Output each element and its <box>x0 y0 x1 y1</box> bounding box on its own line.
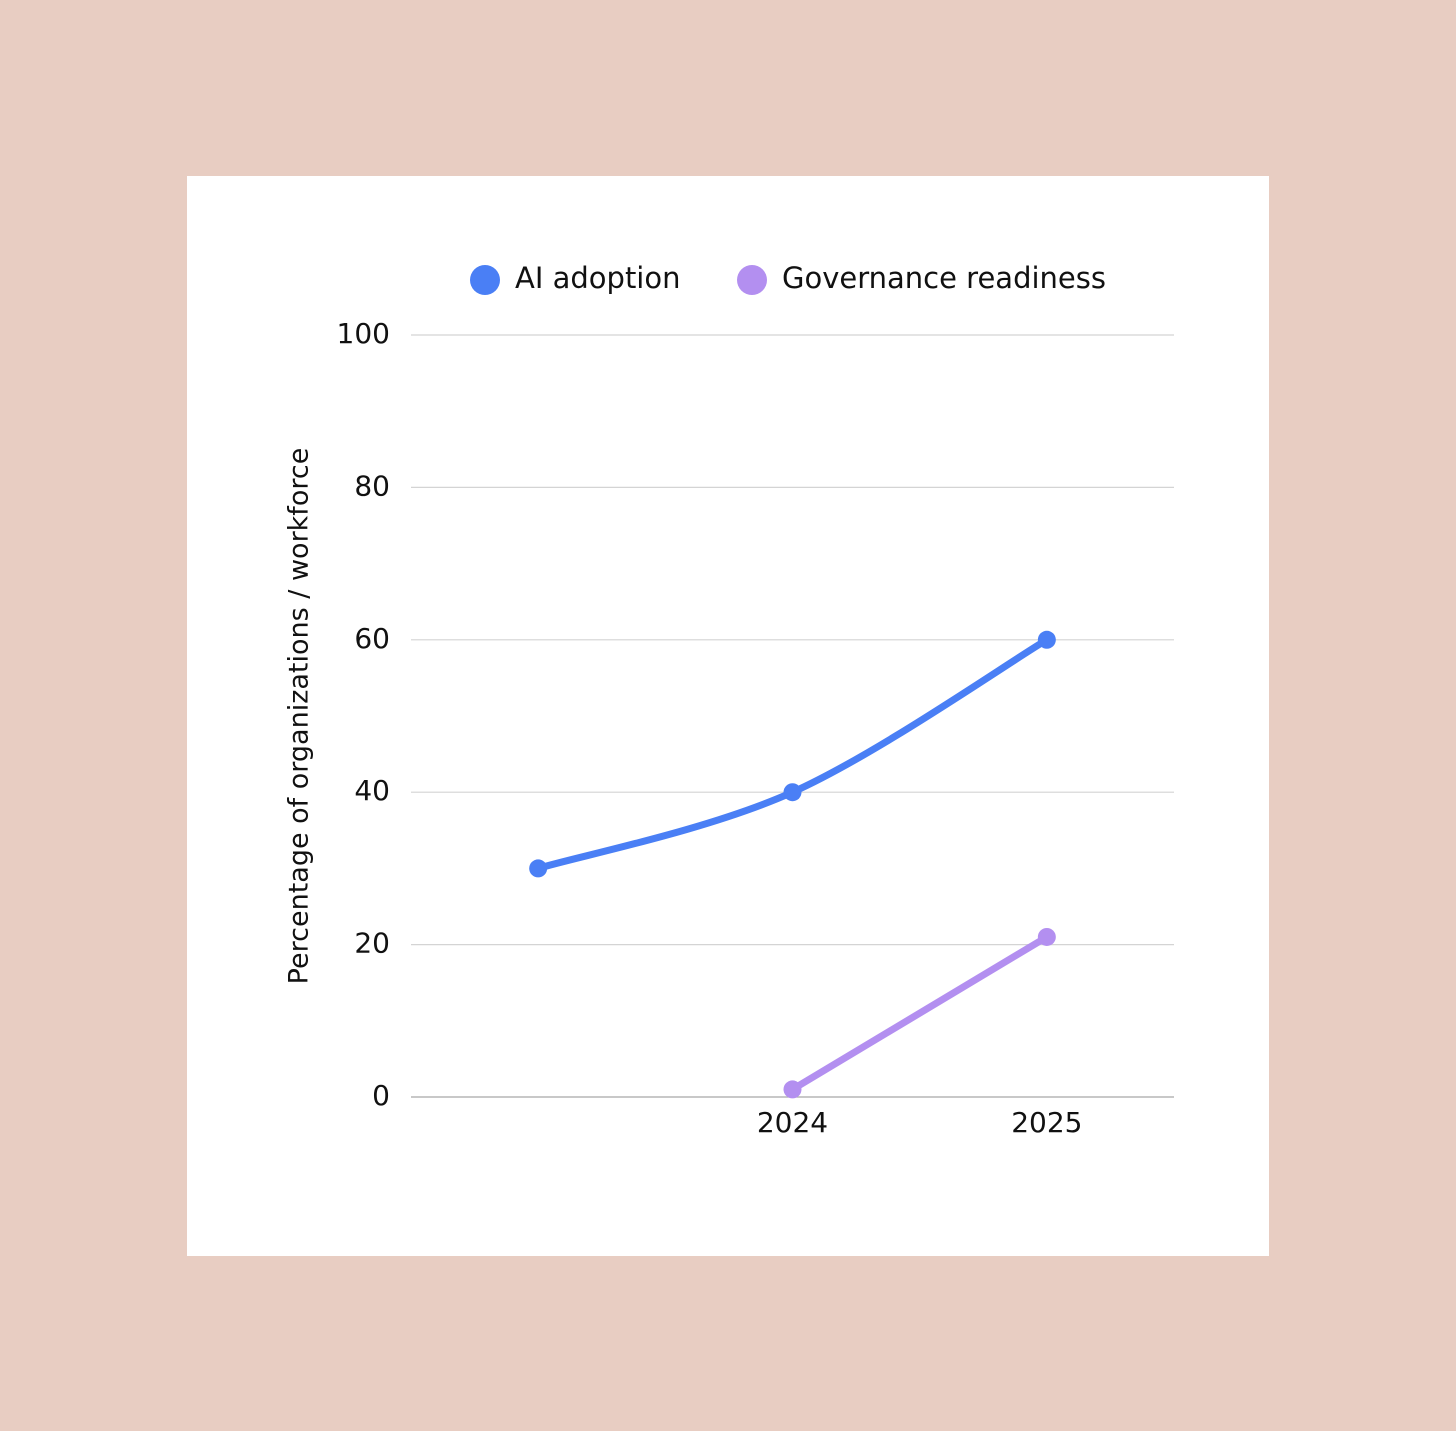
legend-label: Governance readiness <box>782 261 1106 295</box>
legend-marker <box>470 265 500 295</box>
series-line <box>789 933 1051 1093</box>
y-tick-label: 80 <box>354 469 390 502</box>
y-tick-label: 0 <box>372 1079 390 1112</box>
y-tick-label: 40 <box>354 774 390 807</box>
y-tick-label: 100 <box>337 317 390 350</box>
x-tick-label: 2025 <box>1011 1106 1082 1139</box>
data-point <box>529 859 548 878</box>
chart-card <box>187 176 1269 1256</box>
y-axis-title: Percentage of organizations / workforce <box>284 448 315 985</box>
data-point <box>783 783 802 802</box>
data-point <box>783 1080 802 1099</box>
y-tick-label: 60 <box>354 622 390 655</box>
data-point <box>1037 927 1056 946</box>
y-tick-label: 20 <box>354 927 390 960</box>
data-point <box>1037 630 1056 649</box>
legend-marker <box>737 265 767 295</box>
legend-label: AI adoption <box>515 261 681 295</box>
x-tick-label: 2024 <box>757 1106 828 1139</box>
